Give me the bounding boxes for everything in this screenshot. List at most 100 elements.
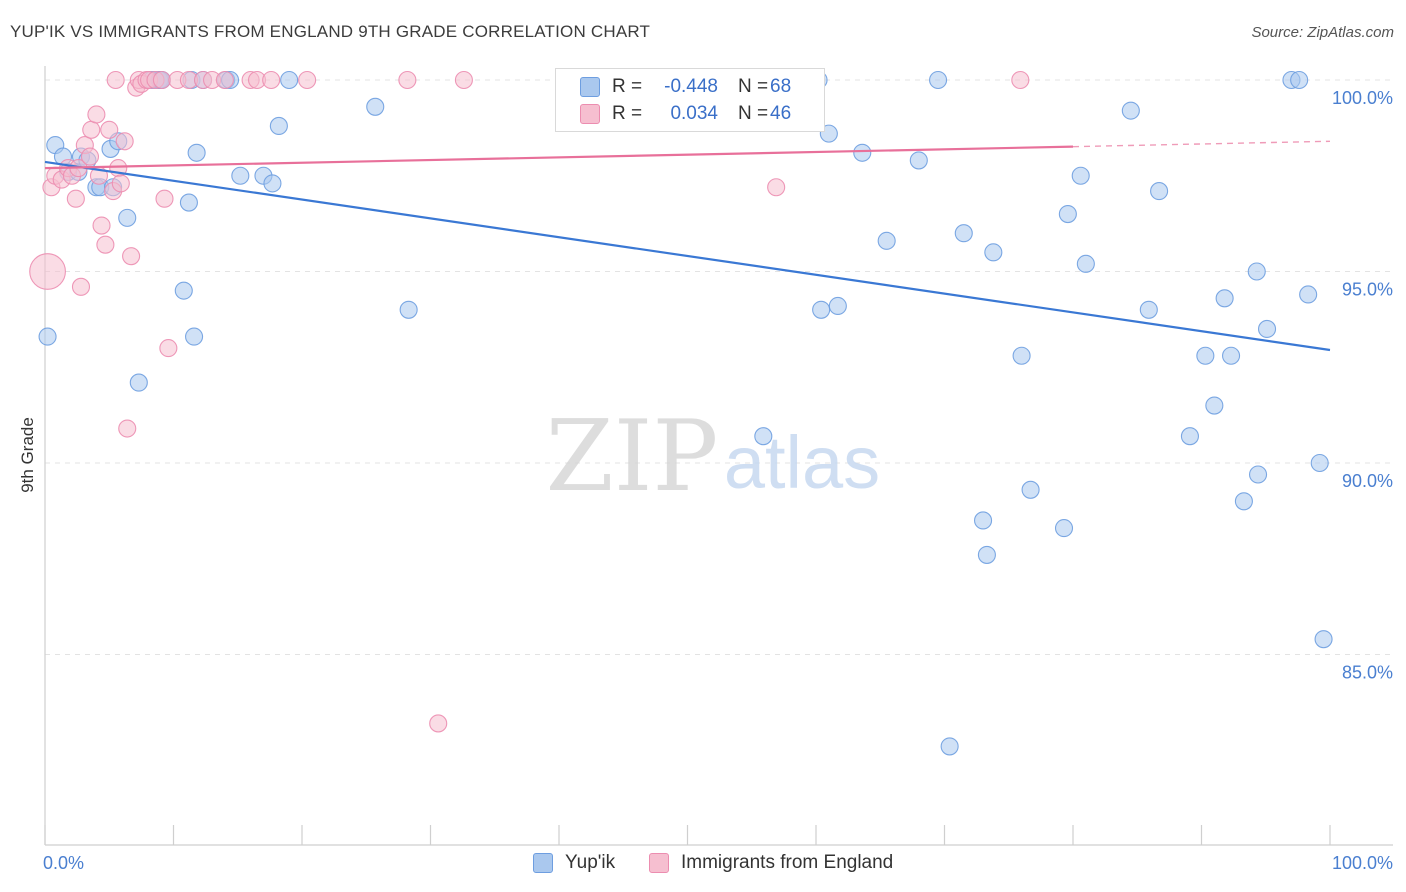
yupik-point — [366, 97, 385, 116]
england-point — [159, 339, 178, 358]
england-trend-extension — [1072, 140, 1331, 148]
legend-item-yupik[interactable]: Yup'ik — [533, 852, 615, 874]
yupik-point — [1205, 396, 1224, 415]
source-credit: Source: ZipAtlas.com — [1251, 24, 1394, 41]
yupik-point — [909, 151, 928, 170]
yupik-point — [1234, 492, 1253, 511]
england-point — [29, 253, 66, 290]
yupik-point — [1076, 254, 1095, 273]
yupik-point — [954, 224, 973, 243]
r-label: R = — [612, 103, 643, 124]
grid-layer — [45, 79, 1390, 655]
yupik-point — [1058, 205, 1077, 224]
stats-row-yupik: R = -0.448 N = 68 — [580, 76, 791, 98]
england-swatch-icon — [580, 104, 600, 124]
yupik-point — [877, 231, 896, 250]
yupik-point — [1150, 182, 1169, 201]
yupik-point — [1054, 519, 1074, 538]
yupik-point — [263, 174, 282, 193]
stats-legend: R = -0.448 N = 68 R = 0.034 N = 46 — [555, 68, 825, 132]
england-point — [66, 189, 85, 208]
yupik-point — [1310, 453, 1329, 473]
yupik-point — [1196, 346, 1215, 365]
r-value: -0.448 — [664, 76, 718, 97]
y-tick-label: 100.0% — [1332, 88, 1393, 108]
n-value: 46 — [770, 103, 792, 124]
trend-layer — [44, 140, 1331, 352]
england-point — [111, 174, 130, 193]
yupik-point — [812, 300, 831, 319]
yupik-point — [1247, 262, 1266, 281]
yupik-point — [1314, 630, 1333, 649]
yupik-point — [1021, 480, 1040, 499]
yupik-point — [231, 166, 250, 185]
n-label: N = — [738, 103, 769, 124]
england-point — [115, 132, 134, 151]
stats-row-england: R = 0.034 N = 46 — [580, 103, 791, 125]
england-point — [152, 70, 171, 90]
yupik-point — [1139, 300, 1158, 319]
yupik-point — [174, 281, 193, 300]
r-value: 0.034 — [670, 103, 718, 124]
england-point — [767, 178, 786, 197]
yupik-point — [280, 70, 299, 90]
watermark-zip: ZIP — [546, 400, 719, 514]
chart-title: YUP'IK VS IMMIGRANTS FROM ENGLAND 9TH GR… — [10, 22, 651, 41]
england-point — [1011, 70, 1030, 90]
n-label: N = — [738, 76, 769, 97]
yupik-swatch-icon — [580, 77, 600, 97]
watermark: ZIP atlas — [546, 400, 881, 514]
yupik-point — [940, 737, 959, 756]
watermark-atlas: atlas — [724, 421, 880, 504]
yupik-point — [118, 208, 137, 227]
england-point — [92, 216, 111, 235]
yupik-point — [38, 327, 57, 346]
yupik-point — [179, 193, 198, 212]
yupik-point — [1071, 166, 1090, 185]
r-label: R = — [612, 76, 643, 97]
y-tick-label: 90.0% — [1342, 471, 1393, 491]
axes-layer — [44, 66, 1393, 846]
yupik-point — [984, 243, 1003, 262]
england-point — [298, 70, 317, 90]
yupik-point — [754, 427, 773, 446]
yupik-point — [973, 511, 993, 530]
england-point — [429, 714, 448, 733]
y-axis-label: 9th Grade — [18, 417, 37, 493]
yupik-point — [1290, 70, 1309, 90]
england-point — [87, 105, 106, 124]
yupik-point — [853, 143, 872, 162]
yupik-point — [1180, 427, 1199, 446]
legend-label-england: Immigrants from England — [681, 852, 894, 873]
legend-label-yupik: Yup'ik — [565, 852, 616, 873]
england-point — [454, 70, 473, 90]
england-point — [155, 189, 174, 208]
series-legend: Yup'ik Immigrants from England — [0, 852, 1406, 878]
y-tick-label: 95.0% — [1342, 280, 1393, 300]
england-point — [100, 120, 119, 139]
england-point — [82, 120, 101, 139]
yupik-point — [185, 327, 204, 346]
n-value: 68 — [770, 76, 792, 97]
yupik-trend-line — [44, 160, 1331, 352]
yupik-point — [929, 70, 948, 90]
england-swatch-icon — [649, 853, 669, 873]
england-point — [122, 247, 141, 266]
england-point — [215, 70, 234, 90]
england-point — [398, 70, 417, 90]
england-point — [96, 235, 115, 254]
x-tick-label: 0.0% — [43, 853, 84, 873]
yupik-point — [399, 300, 418, 319]
yupik-point — [1257, 319, 1277, 339]
england-trend-line — [44, 145, 1074, 170]
england-point — [262, 70, 281, 90]
yupik-swatch-icon — [533, 853, 553, 873]
label-layer: 100.0% 95.0% 90.0% 85.0% 0.0% 100.0% 9th Grade — [18, 88, 1393, 873]
yupik-point — [187, 143, 206, 162]
yupik-point — [828, 296, 847, 316]
england-point — [118, 419, 137, 438]
legend-item-england[interactable]: Immigrants from England — [649, 852, 893, 874]
yupik-point — [269, 116, 288, 136]
yupik-point — [977, 545, 996, 564]
